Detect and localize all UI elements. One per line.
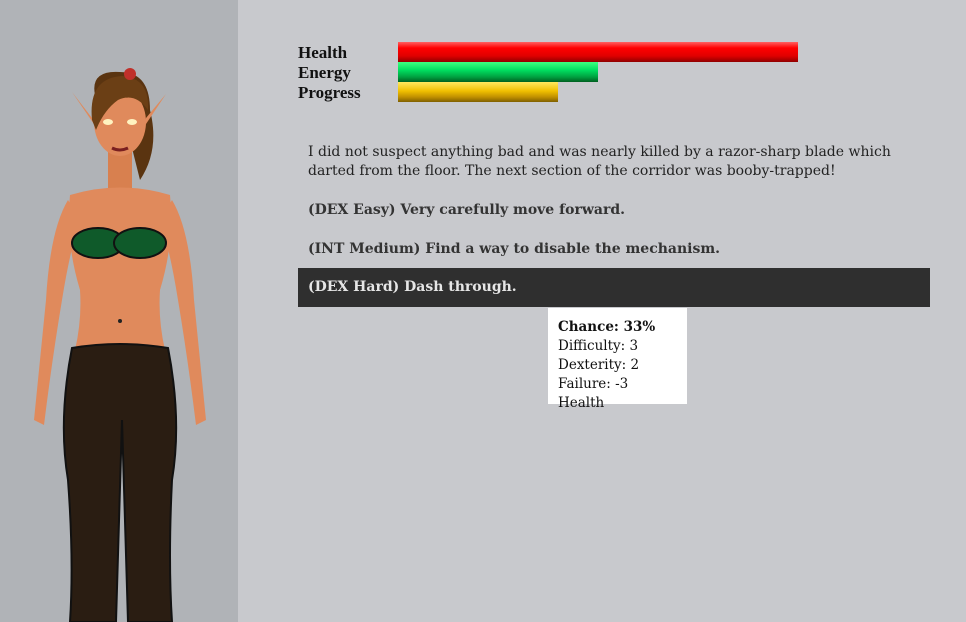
health-label: Health xyxy=(298,43,348,62)
character-portrait xyxy=(34,68,206,622)
progress-label: Progress xyxy=(298,83,361,102)
tooltip-difficulty: Difficulty: 3 xyxy=(558,338,639,354)
choice-dex-easy[interactable]: (DEX Easy) Very carefully move forward. xyxy=(308,202,625,218)
choice-dex-hard[interactable]: (DEX Hard) Dash through. xyxy=(298,268,930,307)
tooltip-dexterity: Dexterity: 2 xyxy=(558,357,640,373)
choice-tooltip: Chance: 33% Difficulty: 3 Dexterity: 2 F… xyxy=(548,308,687,411)
choice-int-medium[interactable]: (INT Medium) Find a way to disable the m… xyxy=(308,241,721,257)
energy-label: Energy xyxy=(298,63,351,82)
progress-bar xyxy=(398,82,558,102)
energy-bar xyxy=(398,62,598,82)
health-bar xyxy=(398,42,798,62)
story-text: I did not suspect anything bad and was n… xyxy=(308,144,891,179)
character-panel xyxy=(0,0,238,622)
tooltip-failure: Failure: -3 Health xyxy=(558,376,629,411)
tooltip-chance: Chance: 33% xyxy=(558,319,656,335)
